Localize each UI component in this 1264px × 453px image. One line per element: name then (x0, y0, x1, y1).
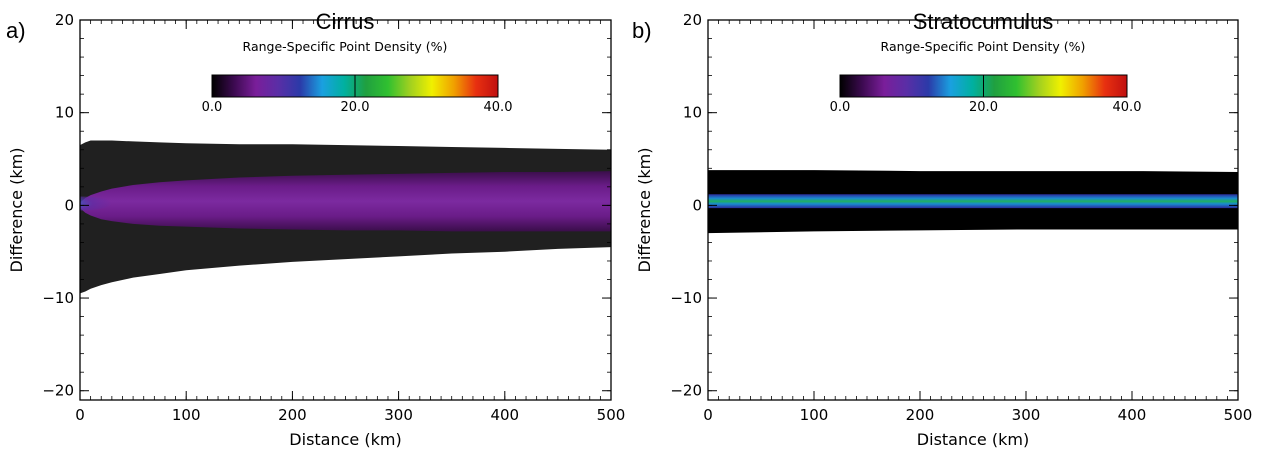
x-tick-label: 100 (172, 406, 201, 424)
panel-label-b: b) (632, 18, 652, 43)
x-tick-label: 0 (75, 406, 85, 424)
axis-ticks: 0 100 200 300 400 500 −20 −10 0 10 20 (42, 11, 625, 424)
panel-cirrus: 0 100 200 300 400 500 −20 −10 0 10 20 a) Cirrus Ra… (6, 9, 625, 449)
x-tick-label: 500 (597, 406, 626, 424)
x-tick-label: 300 (1012, 406, 1041, 424)
x-tick-label: 300 (384, 406, 413, 424)
panel-label-a: a) (6, 18, 26, 43)
y-tick-label: 20 (55, 11, 74, 29)
x-axis-label: Distance (km) (917, 430, 1029, 449)
y-axis-label: Difference (km) (635, 148, 654, 273)
axis-ticks: 0 100 200 300 400 500 −20 −10 0 10 20 (670, 11, 1252, 424)
peak-density-spot (80, 196, 112, 211)
y-tick-label: −20 (42, 382, 74, 400)
chart-title-stratocumulus: Stratocumulus (913, 9, 1054, 34)
x-axis-label: Distance (km) (289, 430, 401, 449)
y-axis-label: Difference (km) (7, 148, 26, 273)
colorbar-tick-label: 40.0 (484, 100, 513, 115)
x-tick-label: 200 (906, 406, 935, 424)
heatmap-stratocumulus (708, 170, 1238, 234)
x-tick-label: 400 (1118, 406, 1147, 424)
x-tick-label: 200 (278, 406, 307, 424)
chart-title-cirrus: Cirrus (316, 9, 375, 34)
y-tick-label: 10 (55, 104, 74, 122)
y-tick-label: −10 (42, 289, 74, 307)
x-tick-label: 0 (703, 406, 713, 424)
y-tick-label: −10 (670, 289, 702, 307)
colorbar-tick-label: 0.0 (202, 100, 223, 115)
colorbar-tick-labels: 0.0 20.0 40.0 (830, 100, 1142, 115)
colorbar-tick-labels: 0.0 20.0 40.0 (202, 100, 513, 115)
x-tick-label: 100 (800, 406, 829, 424)
colorbar-tick-label: 20.0 (341, 100, 370, 115)
colorbar-title: Range-Specific Point Density (%) (243, 39, 448, 54)
heatmap-cirrus (80, 140, 611, 294)
y-tick-label: −20 (670, 382, 702, 400)
y-tick-label: 20 (683, 11, 702, 29)
core-density-band (708, 194, 1238, 209)
core-density-band (80, 171, 611, 232)
x-tick-label: 500 (1224, 406, 1253, 424)
colorbar-title: Range-Specific Point Density (%) (881, 39, 1086, 54)
colorbar-tick-label: 0.0 (830, 100, 851, 115)
y-tick-label: 0 (64, 196, 74, 214)
y-tick-label: 10 (683, 104, 702, 122)
colorbar-tick-label: 40.0 (1113, 100, 1142, 115)
y-tick-label: 0 (692, 196, 702, 214)
colorbar-tick-label: 20.0 (969, 100, 998, 115)
x-tick-label: 400 (490, 406, 519, 424)
panel-stratocumulus: 0 100 200 300 400 500 −20 −10 0 10 20 b) Stratocum… (632, 9, 1252, 449)
